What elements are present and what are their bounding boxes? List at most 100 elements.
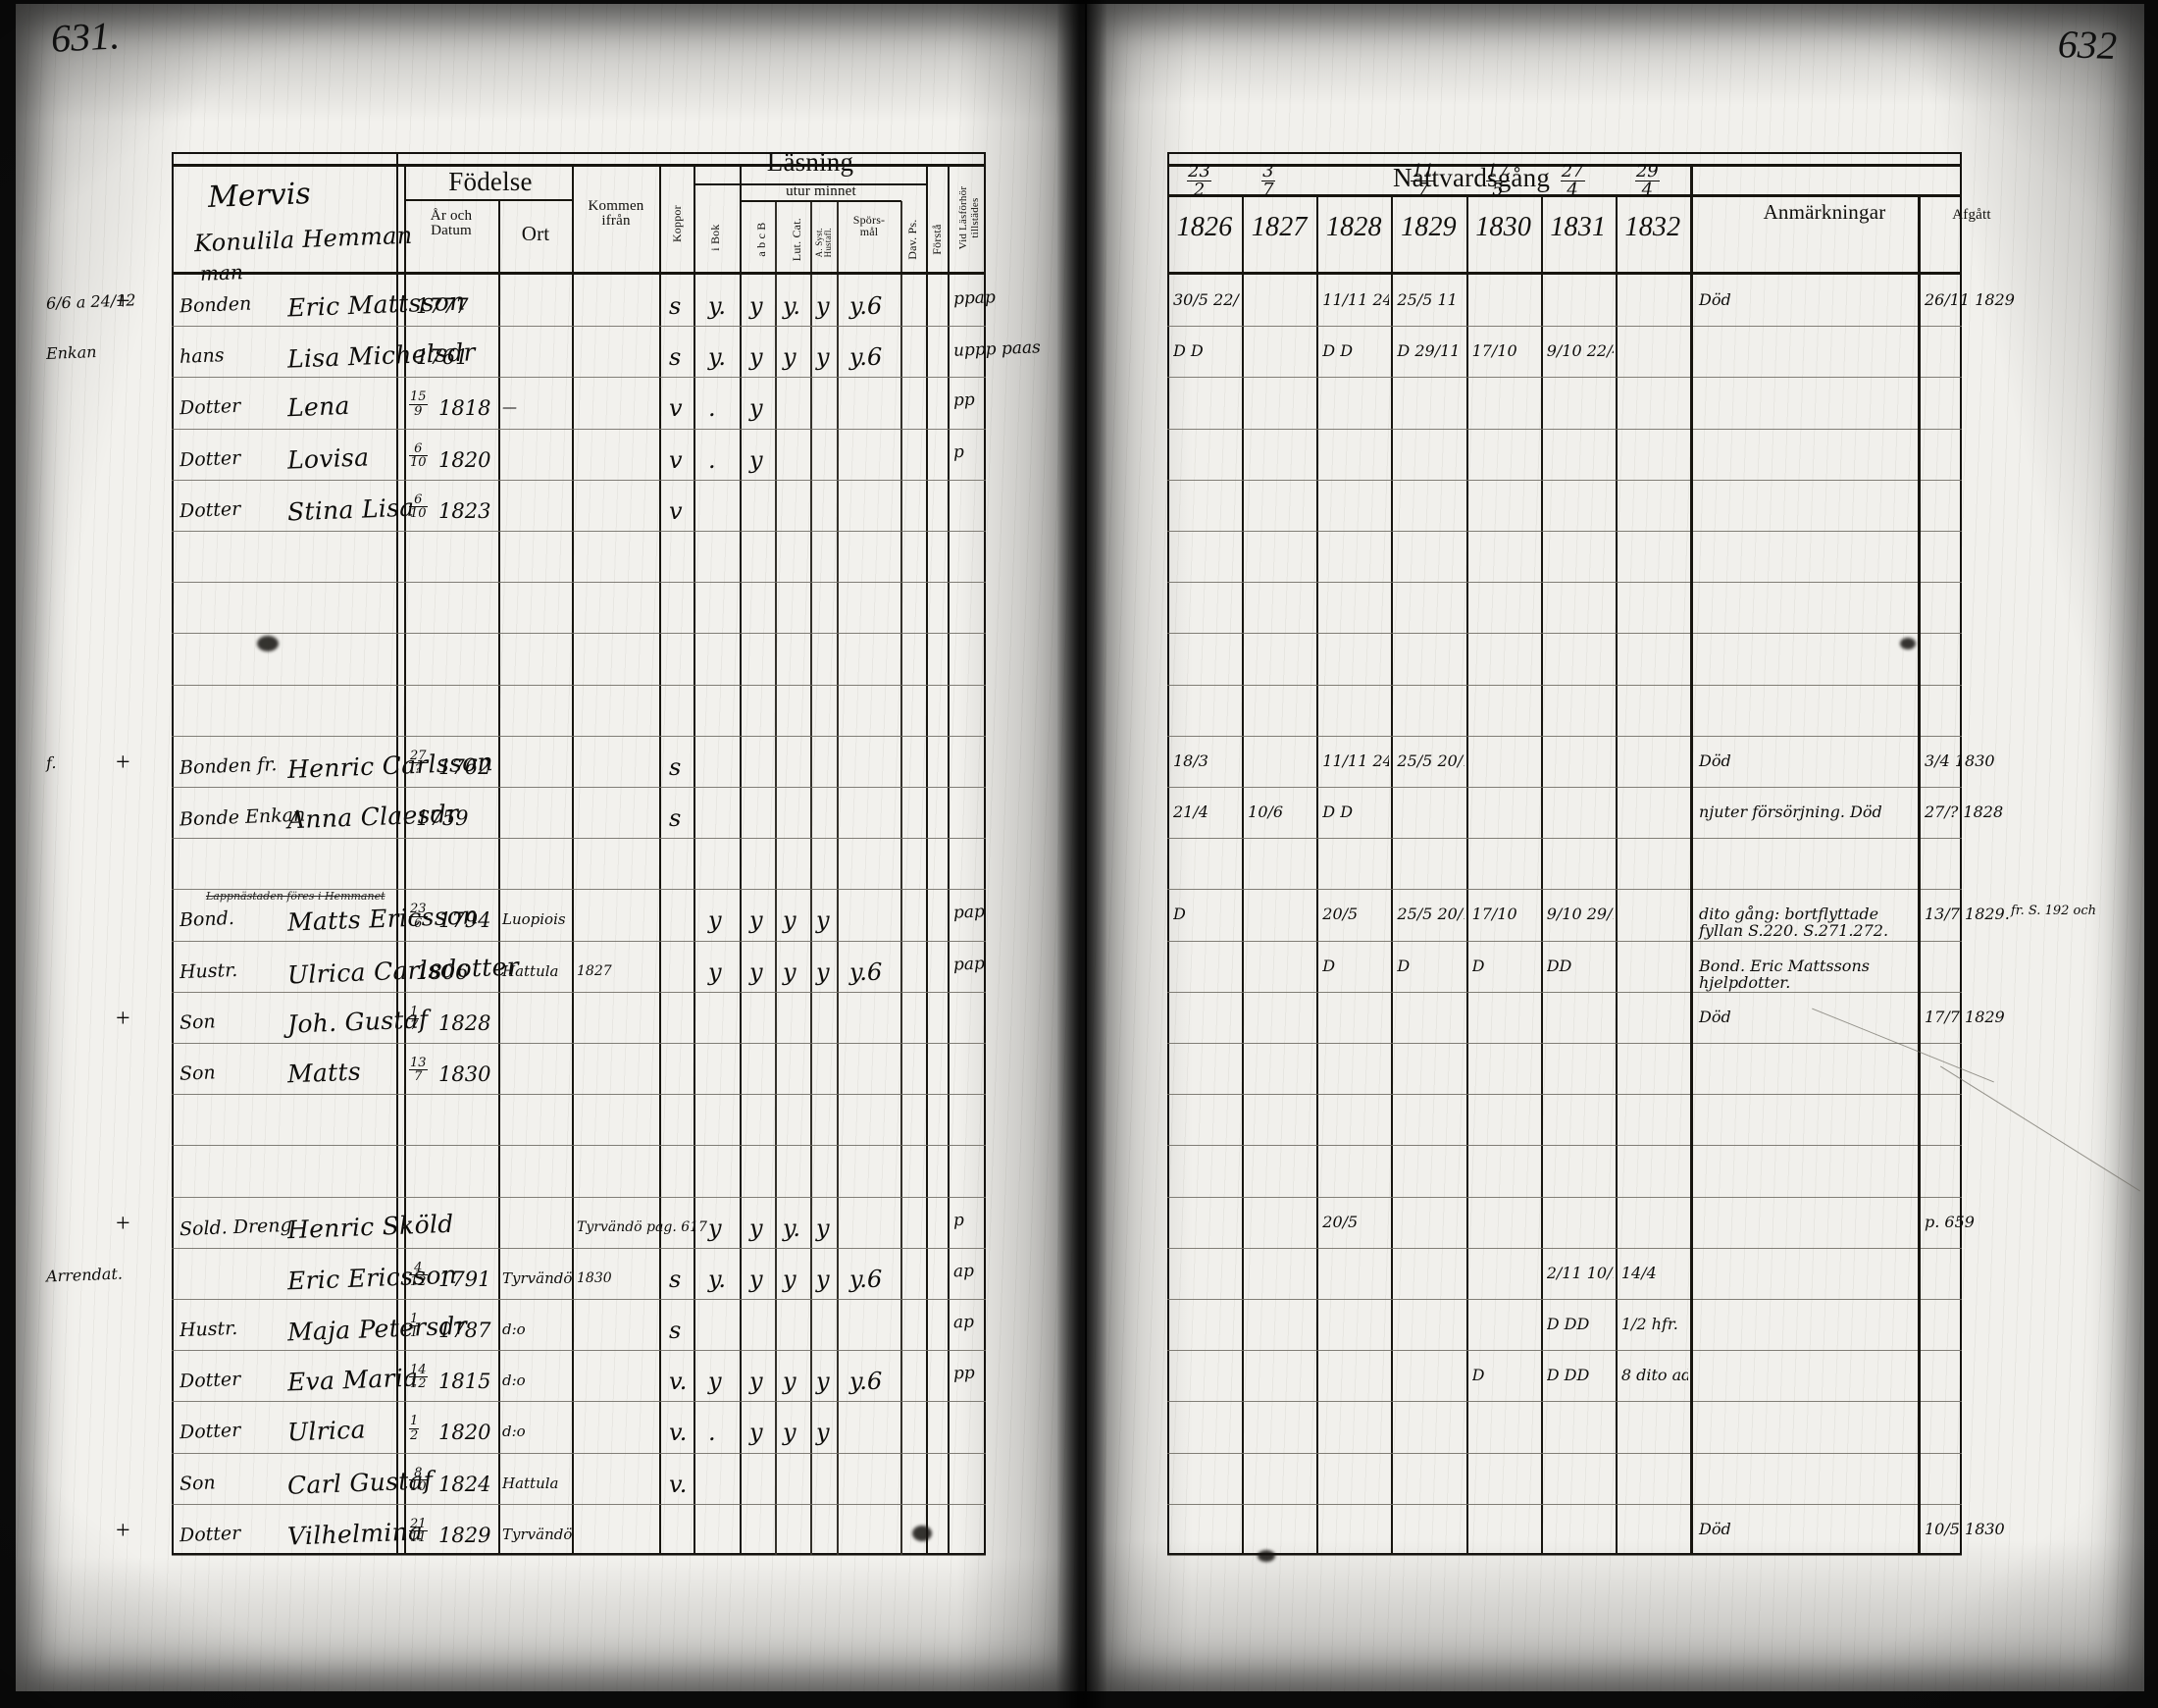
- col-sep-ibok-abc: [740, 165, 742, 1555]
- col-sep-ort-kommen: [572, 165, 574, 1555]
- header-dav-ps: Dav. Ps.: [904, 219, 919, 260]
- row-reading-abc: y: [749, 394, 763, 422]
- row-birth-year: 1762: [438, 755, 491, 779]
- row-smallpox-mark: s: [669, 292, 682, 320]
- departed-text: 13/7 1829.: [1925, 905, 2010, 923]
- row-birth-place: Hattula: [502, 962, 559, 980]
- communion-date-annotation: 11 7: [1411, 161, 1436, 201]
- header-utur-minnet: utur minnet: [786, 183, 856, 199]
- row-rule: [172, 582, 986, 584]
- row-rule: [1167, 429, 1962, 431]
- communion-cell-mark: 30/5 22/10: [1173, 292, 1240, 308]
- row-birth-daymonth: 14 12: [409, 1363, 428, 1392]
- col-sep-koppor-ibok: [694, 165, 695, 1555]
- row-birth-year: 1829: [438, 1524, 491, 1547]
- header-lut-cat: Lut. Cat.: [789, 218, 803, 262]
- header-afgatt: Afgått: [1952, 207, 1991, 223]
- row-attendance: pap: [952, 954, 986, 975]
- row-role: Dotter: [179, 394, 241, 420]
- row-reading-lut: y: [783, 1368, 796, 1395]
- communion-cell-mark: D: [1173, 906, 1186, 922]
- row-reading-sporsmal: y.6: [849, 958, 883, 986]
- row-person-name: Henric Sköld: [286, 1209, 455, 1245]
- row-attendance: pap: [952, 902, 986, 923]
- row-attendance: ppap: [952, 287, 997, 309]
- row-reading-abc: y: [749, 1266, 763, 1293]
- row-role: Dotter: [179, 1419, 241, 1444]
- row-attendance: uppp paas: [952, 337, 1042, 361]
- row-rule: [1167, 1504, 1962, 1506]
- row-left-note: Enkan: [45, 342, 97, 363]
- row-reading-sym: y: [816, 906, 830, 934]
- row-smallpox-mark: v.: [669, 1471, 688, 1498]
- row-reading-ibok: .: [708, 446, 716, 474]
- departed-text: 17/7 1829: [1925, 1008, 2005, 1026]
- row-reading-lut: y: [783, 1419, 796, 1446]
- row-birth-daymonth: 13 7: [409, 1056, 428, 1085]
- year-header-label: 1832: [1624, 212, 1681, 242]
- row-birth-year: 1759: [416, 806, 469, 830]
- row-smallpox-mark: v.: [669, 1419, 688, 1446]
- row-rule: [1167, 992, 1962, 994]
- communion-cell-mark: D D: [1322, 804, 1354, 820]
- remark-text: Död: [1699, 1008, 1731, 1026]
- col-sep-sym-spors: [837, 201, 839, 1555]
- row-rule: [172, 1248, 986, 1250]
- header-abc: a b c B: [753, 222, 768, 257]
- row-rule: [1167, 1197, 1962, 1199]
- row-rule: [1167, 685, 1962, 687]
- row-reading-sym: y: [816, 343, 830, 371]
- row-role: Hustr.: [179, 958, 238, 984]
- departed-text: p. 659: [1925, 1213, 1975, 1231]
- row-birth-place: d:o: [502, 1423, 526, 1440]
- row-reading-ibok: y.: [708, 292, 726, 320]
- row-moved-from: Tyrvändö pag. 617: [577, 1219, 707, 1235]
- row-person-name: Lena: [286, 390, 351, 423]
- row-smallpox-mark: v: [669, 394, 683, 422]
- row-smallpox-mark: s: [669, 753, 682, 781]
- row-birth-year: 1777: [416, 294, 469, 318]
- row-role: Hustr.: [179, 1317, 238, 1342]
- row-reading-sporsmal: y.6: [849, 1266, 883, 1293]
- row-moved-from: 1830: [577, 1270, 612, 1286]
- communion-cell-mark: 14/4: [1620, 1266, 1657, 1281]
- row-rule: [1167, 1350, 1962, 1352]
- row-birth-daymonth: 8 10: [409, 1465, 428, 1494]
- communion-cell-mark: 25/5 20/11: [1397, 753, 1464, 769]
- row-reading-ibok: y: [708, 1215, 722, 1242]
- year-header-label: 1826: [1176, 212, 1233, 242]
- row-birth-year: 1820: [438, 448, 491, 472]
- communion-cell-mark: D: [1471, 1368, 1485, 1383]
- row-birth-place: d:o: [502, 1372, 526, 1389]
- row-birth-year: 1794: [438, 908, 491, 932]
- ink-smudge: [1900, 638, 1916, 649]
- col-sep-birthyear-ort: [498, 201, 500, 1555]
- departed-extra-note: fr. S. 192 och: [2011, 904, 2096, 918]
- row-birth-daymonth: 6 10: [409, 440, 428, 470]
- row-rule: [172, 531, 986, 533]
- row-smallpox-mark: v: [669, 497, 683, 525]
- communion-cell-mark: D D: [1173, 343, 1204, 359]
- communion-cell-mark: 20/5: [1322, 1215, 1359, 1230]
- communion-date-annotation: 27 4: [1560, 161, 1585, 201]
- row-attendance: p: [952, 1210, 965, 1231]
- departed-text: 10/5 1830: [1925, 1520, 2005, 1538]
- book-gutter: [1057, 0, 1106, 1708]
- communion-cell-mark: 2/11 10/11: [1546, 1266, 1614, 1281]
- row-reading-lut: y: [783, 1266, 796, 1293]
- row-marker-plus: +: [116, 1209, 130, 1237]
- row-role: Son: [179, 1061, 217, 1085]
- communion-cell-mark: 11/11 24/5: [1322, 292, 1389, 308]
- row-rule: [1167, 1043, 1962, 1045]
- communion-date-annotation: 23 2: [1187, 161, 1211, 201]
- farm-subtitle-cont: man: [199, 260, 244, 285]
- row-rule: [1167, 1401, 1962, 1403]
- row-strikethrough-note: Lappnästaden föres i Hemmanet: [206, 890, 385, 904]
- row-reading-sym: y: [816, 958, 830, 986]
- row-birth-place: Tyrvändö: [502, 1526, 573, 1543]
- row-moved-from: 1827: [577, 963, 612, 979]
- row-birth-place: Luopiois: [502, 910, 566, 928]
- col-sep-forsta-attend: [948, 165, 950, 1555]
- communion-cell-mark: 17/10: [1471, 906, 1517, 922]
